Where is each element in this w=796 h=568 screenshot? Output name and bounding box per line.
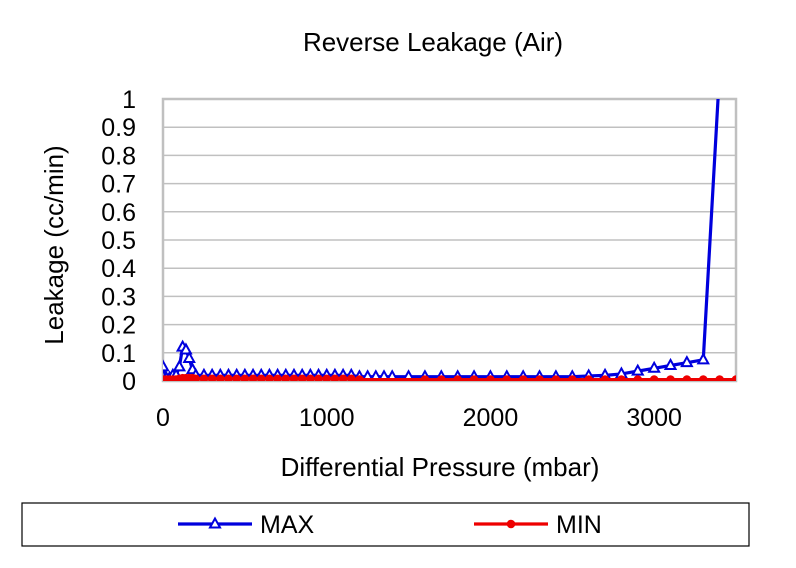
data-point-min [420,375,430,381]
y-tick-labels: 00.10.20.30.40.50.60.70.80.91 [101,86,136,396]
data-point-max [172,359,187,372]
data-point-min [281,374,291,381]
data-point-min [199,374,209,381]
data-point-min [306,374,315,381]
x-tick-label: 3000 [626,404,682,432]
data-point-max [179,342,193,355]
data-point-min [216,374,225,381]
y-tick-label: 0.2 [101,312,136,340]
legend-marker-min [506,519,516,529]
y-tick-label: 0.1 [101,340,136,368]
data-point-min [666,375,675,381]
series-layer [163,65,736,381]
data-point-min [584,375,593,381]
data-point-min [256,374,266,381]
data-point-min [617,375,626,381]
data-point-max [680,355,694,368]
chart-title: Reverse Leakage (Air) [303,27,563,57]
data-point-min [535,375,544,381]
data-point-min [338,374,348,381]
series-min [163,373,736,381]
y-tick-label: 0.9 [101,114,136,142]
x-axis-label: Differential Pressure (mbar) [281,452,600,482]
legend-label-min: MIN [556,511,602,539]
x-tick-label: 2000 [463,404,519,432]
legend-marker-max [208,516,222,529]
data-point-min [600,375,610,381]
data-point-min [240,374,250,381]
legend: MAX MIN [178,511,602,539]
legend-box [21,502,750,547]
series-line-max [163,99,720,380]
data-point-max [631,363,645,376]
data-point-min [469,375,479,381]
y-tick-label: 0.7 [101,171,136,199]
data-point-min [224,374,233,381]
data-point-min [322,374,332,381]
data-point-min [682,375,692,381]
data-point-min [502,375,512,381]
data-point-min [649,375,659,381]
data-point-max [715,65,725,74]
data-point-min [232,374,241,381]
y-tick-label: 0.5 [101,227,136,255]
x-tick-label: 0 [156,404,170,432]
data-point-min [191,374,201,381]
data-point-min [518,375,528,381]
data-point-min [698,375,708,381]
y-tick-label: 1 [122,86,136,114]
y-tick-label: 0.4 [101,255,136,283]
data-point-min [314,374,323,381]
data-point-max [163,359,170,372]
x-tick-label: 1000 [299,404,355,432]
legend-label-max: MAX [260,511,315,539]
data-point-min [633,375,643,381]
data-point-min [355,375,364,381]
data-point-min [330,374,340,381]
y-tick-label: 0.3 [101,283,136,311]
data-point-min [265,374,274,381]
series-max [163,65,725,381]
data-point-max [182,350,196,363]
data-point-min [297,374,307,381]
data-point-min [567,375,577,381]
data-point-min [551,375,561,381]
data-point-max [647,360,661,373]
data-point-max [663,357,678,370]
data-point-min [486,375,495,381]
data-point-min [715,375,724,381]
gridlines [163,126,736,354]
y-axis-label: Leakage (cc/min) [39,145,69,344]
data-point-min [289,374,299,381]
y-tick-label: 0.8 [101,142,136,170]
x-tick-labels: 0 1000 2000 3000 [156,404,682,432]
data-point-min [273,374,282,381]
y-tick-label: 0 [122,368,136,396]
data-point-min [731,375,736,381]
data-point-min [346,374,356,381]
data-point-min [207,374,217,381]
y-tick-label: 0.6 [101,199,136,227]
data-point-min [437,375,446,381]
data-point-min [248,374,258,381]
data-point-max [696,352,710,365]
data-point-min [453,375,462,381]
